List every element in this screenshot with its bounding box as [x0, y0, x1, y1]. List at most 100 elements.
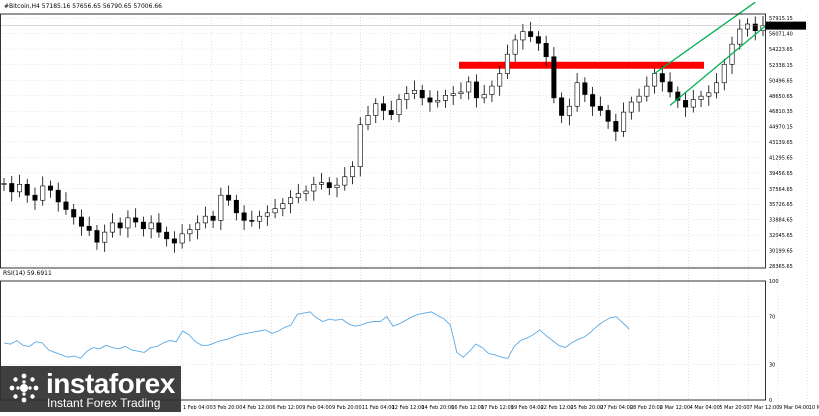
- rsi-label: RSI(14) 59.6911: [3, 270, 52, 277]
- candle-body: [257, 216, 261, 221]
- candle-body: [72, 209, 76, 217]
- candle-body: [48, 186, 52, 190]
- candle-body: [745, 24, 749, 29]
- y-tick-label: 33884.65: [769, 218, 793, 224]
- candle-body: [110, 223, 114, 232]
- x-tick-label: 28 Feb 20:00: [630, 405, 663, 411]
- rsi-tick-label: 30: [769, 362, 775, 368]
- x-tick-label: 16 Feb 12:00: [451, 405, 484, 411]
- x-tick-label: 5 Mar 20:00: [719, 405, 749, 411]
- candle-body: [505, 54, 509, 73]
- candle-body: [273, 209, 277, 213]
- candle-body: [366, 115, 370, 124]
- y-tick-label: 39456.65: [769, 171, 793, 177]
- candle-body: [544, 43, 548, 56]
- x-tick-label: 25 Feb 20:00: [570, 405, 603, 411]
- candle-body: [583, 83, 587, 95]
- rsi-tick-label: 0: [769, 398, 772, 404]
- y-tick-label: 57915.15: [769, 16, 793, 22]
- candle-body: [420, 90, 424, 98]
- candle-body: [606, 110, 610, 121]
- candle-body: [683, 100, 687, 107]
- instaforex-logo-icon: [8, 372, 40, 404]
- y-tick-label: 44970.15: [769, 125, 793, 131]
- candle-body: [33, 195, 37, 200]
- candle-body: [133, 218, 137, 222]
- y-tick-label: 48650.65: [769, 94, 793, 100]
- symbol-header: #Bitcoin,H4 57185.16 57656.65 56790.65 5…: [4, 3, 162, 10]
- candle-body: [490, 86, 494, 94]
- instaforex-watermark: instaforex Instant Forex Trading: [0, 366, 181, 412]
- candle-body: [451, 94, 455, 96]
- y-tick-label: 46810.35: [769, 109, 793, 115]
- candle-body: [466, 82, 470, 92]
- candle-body: [358, 125, 362, 167]
- candle-body: [443, 95, 447, 100]
- x-tick-label: 2 Mar 12:00: [660, 405, 690, 411]
- x-tick-label: 19 Feb 04:00: [511, 405, 544, 411]
- candle-body: [10, 183, 14, 191]
- current-price-label: 57006.66: [769, 24, 793, 30]
- candle-body: [335, 185, 339, 188]
- x-tick-label: 6 Feb 12:00: [272, 405, 302, 411]
- candle-body: [699, 96, 703, 99]
- candle-body: [652, 74, 656, 87]
- candle-body: [474, 82, 478, 98]
- x-tick-label: 3 Feb 20:00: [213, 405, 243, 411]
- candle-body: [64, 202, 68, 210]
- candle-body: [242, 213, 246, 221]
- candle-body: [513, 40, 517, 54]
- candle-body: [350, 167, 354, 177]
- candle-body: [707, 93, 711, 96]
- y-tick-label: 37564.65: [769, 187, 793, 193]
- candle-body: [559, 98, 563, 116]
- candle-body: [149, 223, 153, 229]
- candle-body: [304, 191, 308, 194]
- candle-body: [343, 177, 347, 185]
- candle-body: [374, 104, 378, 116]
- candle-body: [567, 106, 571, 115]
- y-tick-label: 56071.40: [769, 31, 793, 37]
- candle-body: [234, 200, 238, 213]
- candle-body: [397, 100, 401, 115]
- candle-body: [497, 74, 501, 87]
- candle-body: [126, 218, 130, 228]
- x-tick-label: 27 Feb 04:00: [600, 405, 633, 411]
- candle-body: [575, 83, 579, 106]
- y-tick-label: 52338.15: [769, 63, 793, 69]
- candle-body: [319, 183, 323, 185]
- x-tick-label: 17 Feb 12:00: [481, 405, 514, 411]
- x-tick-label: 1 Feb 04:00: [183, 405, 213, 411]
- x-tick-label: 9 Feb 20:00: [332, 405, 362, 411]
- candle-body: [552, 57, 556, 98]
- y-tick-label: 28365.65: [769, 264, 793, 270]
- y-tick-label: 35726.65: [769, 202, 793, 208]
- candle-body: [41, 186, 45, 200]
- candle-body: [621, 112, 625, 131]
- candle-body: [482, 95, 486, 98]
- candle-body: [722, 64, 726, 82]
- watermark-tagline: Instant Forex Trading: [47, 396, 160, 410]
- candle-body: [219, 195, 223, 220]
- candle-body: [25, 184, 29, 195]
- candle-body: [590, 95, 594, 107]
- y-tick-label: 41295.65: [769, 155, 793, 161]
- candle-body: [180, 234, 184, 243]
- candle-body: [691, 100, 695, 108]
- candle-body: [389, 110, 393, 114]
- y-tick-label: 30199.65: [769, 249, 793, 255]
- x-tick-label: 12 Feb 12:00: [392, 405, 425, 411]
- candle-body: [95, 230, 99, 242]
- candle-body: [660, 74, 664, 82]
- candle-body: [211, 216, 215, 220]
- candle-body: [250, 220, 254, 221]
- candle-body: [164, 232, 168, 239]
- candle-body: [528, 32, 532, 37]
- candle-body: [172, 239, 176, 243]
- candle-body: [668, 82, 672, 92]
- x-tick-label: 4 Mar 04:00: [690, 405, 720, 411]
- y-tick-label: 32045.65: [769, 233, 793, 239]
- candle-body: [598, 106, 602, 110]
